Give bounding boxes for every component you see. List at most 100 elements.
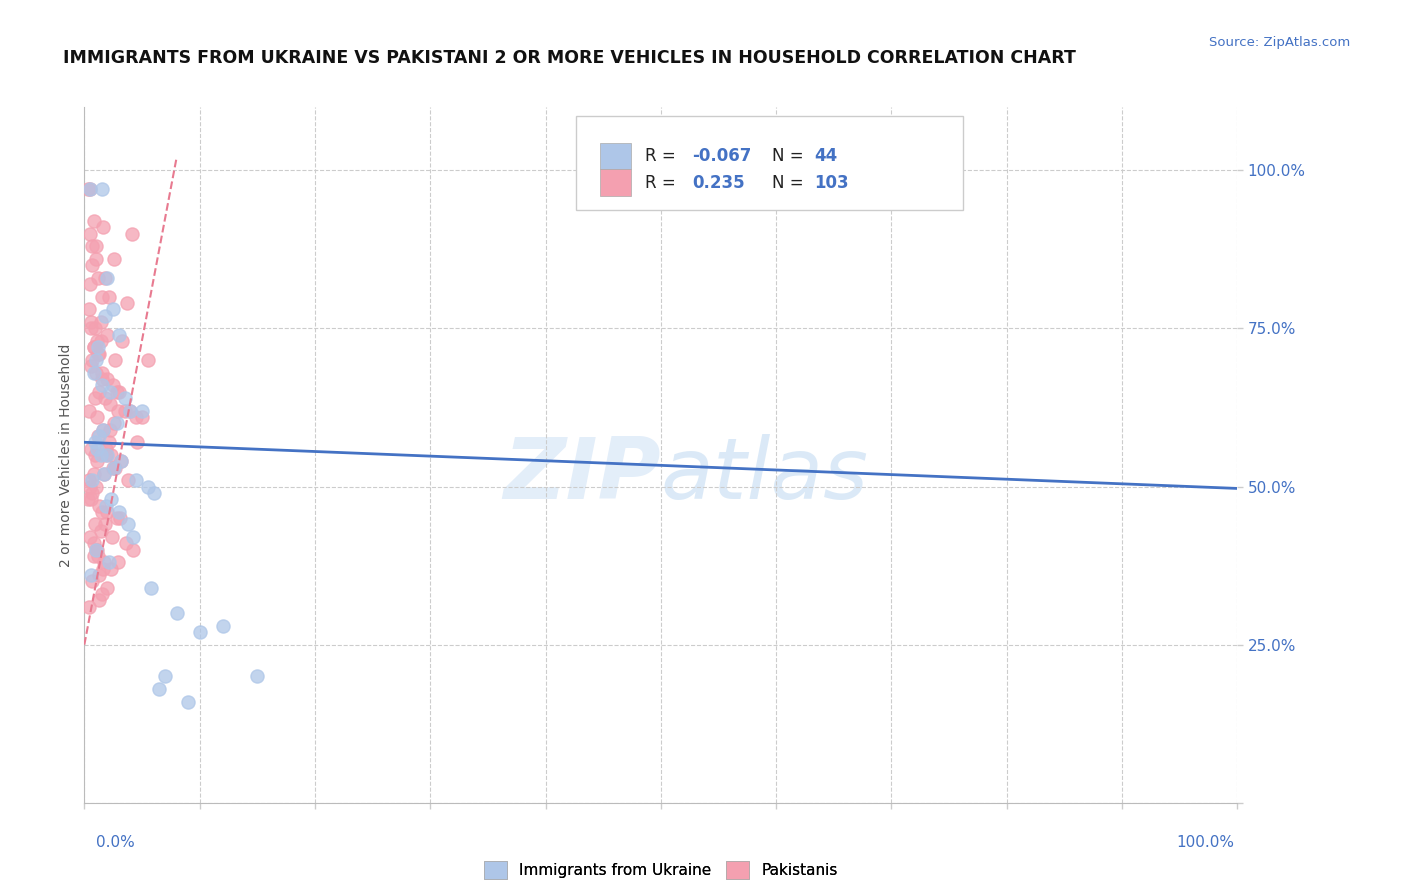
Point xyxy=(115,536,138,550)
Point xyxy=(77,302,100,317)
Point xyxy=(89,334,111,348)
Point xyxy=(211,618,233,632)
Point xyxy=(108,505,131,519)
Point xyxy=(98,397,121,411)
Point xyxy=(96,448,118,462)
Text: R =: R = xyxy=(645,147,682,165)
Text: N =: N = xyxy=(772,147,808,165)
Point xyxy=(108,511,131,525)
Point xyxy=(96,499,118,513)
Point xyxy=(131,403,153,417)
Text: 44: 44 xyxy=(814,147,838,165)
Text: 103: 103 xyxy=(814,174,849,192)
Point xyxy=(82,353,104,368)
Point xyxy=(84,542,107,557)
Point xyxy=(97,290,120,304)
Point xyxy=(91,423,114,437)
Point xyxy=(94,391,117,405)
Point xyxy=(83,536,105,550)
Point xyxy=(80,568,103,582)
Point xyxy=(136,479,159,493)
Point xyxy=(83,448,105,462)
Point xyxy=(96,327,118,342)
Point xyxy=(76,182,98,196)
Point xyxy=(121,227,143,241)
Point xyxy=(86,442,108,456)
Point xyxy=(114,403,136,417)
Point xyxy=(91,562,114,576)
Point xyxy=(117,517,139,532)
Point xyxy=(188,625,211,640)
Point xyxy=(80,359,103,374)
Point xyxy=(89,524,111,538)
Point xyxy=(89,347,111,361)
Point xyxy=(90,366,112,380)
Point xyxy=(83,549,105,563)
Point xyxy=(93,556,115,570)
Point xyxy=(93,467,115,481)
Point xyxy=(86,454,108,468)
Point xyxy=(76,492,98,507)
Point xyxy=(117,473,139,487)
Point xyxy=(79,530,101,544)
Point xyxy=(101,530,124,544)
Point xyxy=(100,562,122,576)
Point xyxy=(96,505,118,519)
Point xyxy=(90,182,112,196)
Point xyxy=(127,435,149,450)
Point xyxy=(108,384,131,399)
Point xyxy=(80,442,103,456)
Point xyxy=(83,391,105,405)
Point xyxy=(79,227,101,241)
Point xyxy=(82,574,104,589)
Point xyxy=(103,378,124,392)
Point xyxy=(77,599,100,614)
Point xyxy=(153,669,176,683)
Point xyxy=(90,378,112,392)
Point xyxy=(111,334,134,348)
Point xyxy=(103,460,125,475)
Point xyxy=(105,384,128,399)
Point xyxy=(83,517,105,532)
Point xyxy=(82,258,104,272)
Point xyxy=(77,473,100,487)
Point xyxy=(83,340,105,354)
Point xyxy=(131,409,153,424)
Point xyxy=(80,492,103,507)
Point xyxy=(115,296,138,310)
Point xyxy=(84,366,107,380)
Point xyxy=(89,429,111,443)
Point xyxy=(84,353,107,368)
Point xyxy=(97,556,120,570)
Point xyxy=(83,321,105,335)
Point xyxy=(89,448,111,462)
Point xyxy=(125,473,148,487)
Point xyxy=(104,460,127,475)
Legend: Immigrants from Ukraine, Pakistanis: Immigrants from Ukraine, Pakistanis xyxy=(478,855,844,886)
Text: 100.0%: 100.0% xyxy=(1177,836,1234,850)
Point xyxy=(114,391,136,405)
Point xyxy=(87,270,110,285)
Point xyxy=(84,542,107,557)
Point xyxy=(86,334,108,348)
Point xyxy=(89,384,111,399)
Point xyxy=(79,182,101,196)
Point xyxy=(79,182,101,196)
Point xyxy=(77,403,100,417)
Point xyxy=(89,568,111,582)
Point xyxy=(97,435,120,450)
Point xyxy=(82,239,104,253)
Point xyxy=(98,423,121,437)
Point xyxy=(105,511,128,525)
Point xyxy=(96,581,118,595)
Point xyxy=(136,353,159,368)
Point xyxy=(89,499,111,513)
Point xyxy=(103,302,124,317)
Point xyxy=(94,270,117,285)
Point xyxy=(110,454,132,468)
Text: ZIP: ZIP xyxy=(503,434,661,517)
Point xyxy=(79,479,101,493)
Point xyxy=(90,372,112,386)
Point xyxy=(84,479,107,493)
Point xyxy=(87,347,110,361)
